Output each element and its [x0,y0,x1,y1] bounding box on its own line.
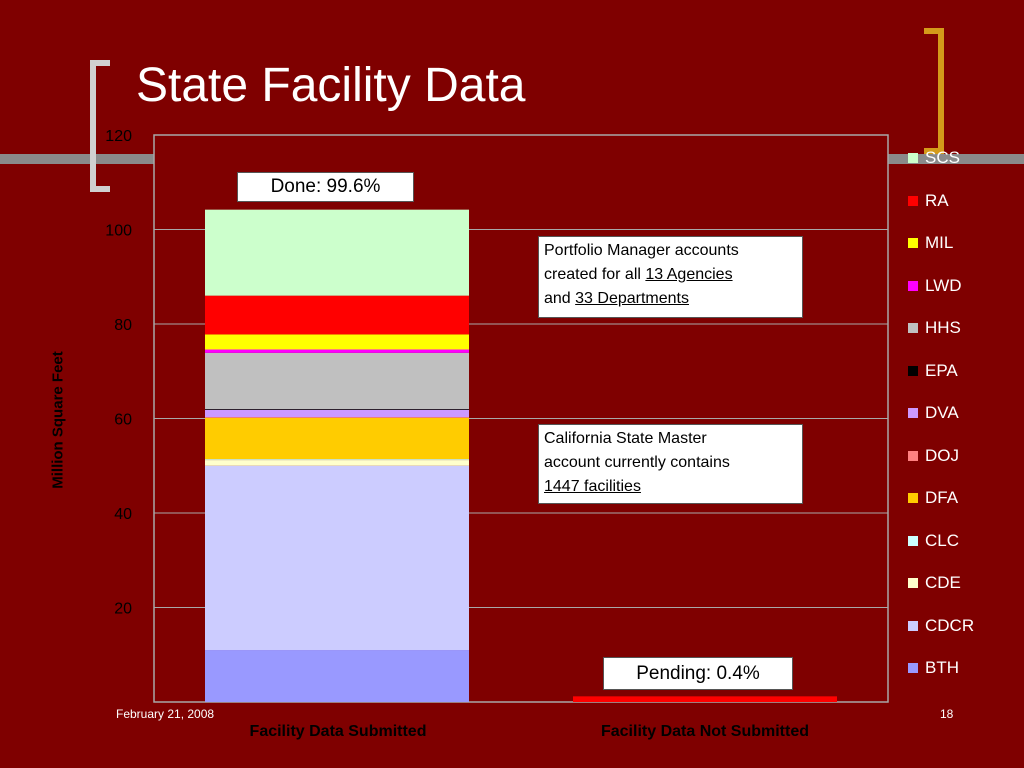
agencies-link[interactable]: 13 Agencies [645,266,733,283]
departments-link[interactable]: 33 Departments [575,290,689,307]
legend-label: SCS [925,148,960,167]
legend-label: EPA [925,360,958,380]
facilities-link[interactable]: 1447 facilities [544,478,641,495]
legend-swatch [908,153,918,163]
bar-segment-doj-submitted [205,417,469,418]
bar-segment-bth-submitted [205,650,469,702]
note1-line2: created for all 13 Agencies [544,263,797,287]
note1-line2-prefix: created for all [544,266,646,283]
legend-label: DFA [925,488,959,507]
bar-segment-epa-submitted [205,409,469,410]
legend-label: HHS [925,318,961,337]
legend-label: CDE [925,573,961,592]
note1-line3: and 33 Departments [544,287,797,311]
legend-label: CLC [925,530,960,550]
bar-segment-dva-submitted [205,409,469,418]
bar-segment-cde-submitted [205,460,469,466]
legend-swatch [908,493,918,503]
y-tick-label: 60 [114,412,132,429]
x-category-label-not-submitted: Facility Data Not Submitted [600,723,810,740]
bar-segment-mil-submitted [205,334,469,350]
legend-label: CDCR [925,615,975,635]
legend-label: BTH [925,658,959,677]
y-tick-label: 40 [114,506,132,523]
bar-segment-lwd-submitted [205,349,469,353]
bar-segment-scs-submitted [205,209,469,296]
right-bracket-decoration [924,28,944,154]
note2-line1: California State Master [544,430,707,447]
x-category-label-submitted: Facility Data Submitted [249,723,427,740]
note2-line3: 1447 facilities [544,475,797,499]
legend-label: RA [925,190,949,210]
y-tick-label: 80 [114,317,132,334]
legend-swatch [908,450,918,461]
note2-line2: account currently contains [544,454,730,471]
y-axis-label: Million Square Feet [49,351,67,489]
y-tick-label: 120 [105,128,132,145]
legend-swatch [908,408,918,418]
legend-swatch [908,620,918,631]
legend-swatch [908,535,918,546]
bar-segment-dfa-submitted [205,417,469,460]
slide-title: State Facility Data [136,59,526,112]
legend-label: DVA [925,403,959,422]
y-tick-label: 100 [105,223,132,240]
note1-line1: Portfolio Manager accounts [544,242,739,259]
note1-line3-prefix: and [544,290,576,307]
done-annotation: Done: 99.6% [237,172,414,202]
state-master-account-note: California State Master account currentl… [538,424,803,504]
legend-label: MIL [925,233,954,252]
left-bracket-decoration [90,60,110,192]
legend-swatch [908,365,918,376]
footer-date: February 21, 2008 [116,707,215,721]
legend-swatch [908,238,918,248]
legend-swatch [908,280,918,291]
legend-swatch [908,323,918,333]
bar-segment-ra-not-submitted [573,696,837,702]
bar-segment-ra-submitted [205,295,469,335]
bar-segment-cdcr-submitted [205,465,469,651]
legend-swatch [908,663,918,673]
y-tick-label: 20 [114,601,132,618]
legend-label: LWD [925,275,962,295]
portfolio-manager-note: Portfolio Manager accounts created for a… [538,236,803,318]
legend-swatch [908,195,918,206]
pending-annotation: Pending: 0.4% [603,657,793,690]
legend-label: DOJ [925,445,959,465]
legend-swatch [908,578,918,588]
bar-segment-clc-submitted [205,459,469,461]
footer-page-number: 18 [940,707,954,721]
bar-segment-hhs-submitted [205,352,469,410]
